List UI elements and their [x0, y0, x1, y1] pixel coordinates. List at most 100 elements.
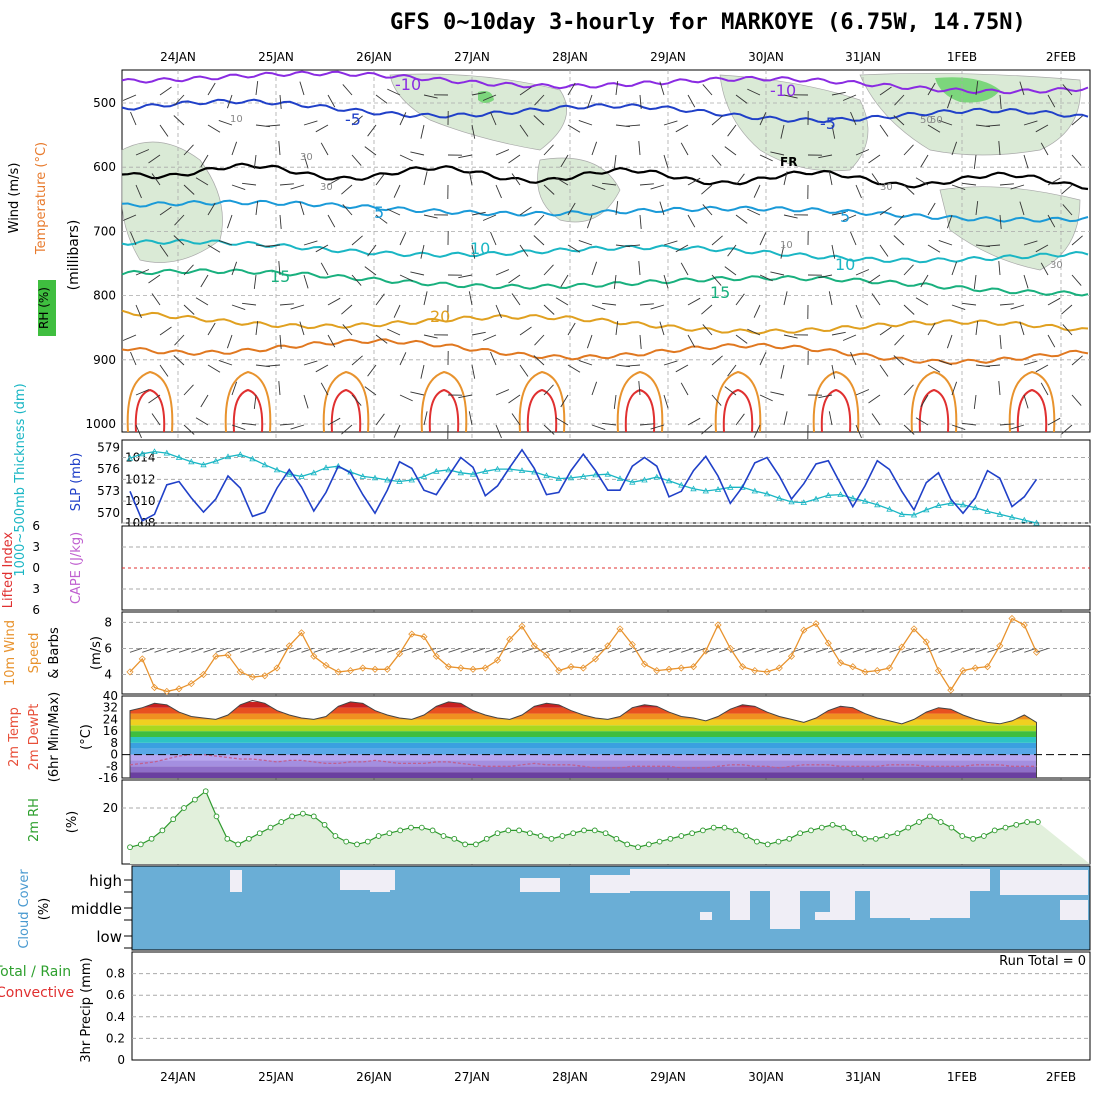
wind-barb [423, 171, 428, 186]
wind-barb [471, 211, 486, 216]
boundary-contour [616, 370, 664, 433]
wind-tick: 8 [104, 615, 112, 629]
wind-barb [327, 94, 336, 108]
precip-tick: 0.8 [106, 967, 125, 981]
wind10m-barb [742, 647, 755, 653]
wind-barb [508, 274, 521, 284]
wind-barb [613, 394, 617, 409]
wind-barb [327, 417, 341, 426]
rh-point [267, 824, 274, 831]
rh-point [429, 827, 436, 834]
wind-barb [927, 202, 936, 216]
wind-barb [567, 322, 576, 336]
wind-barb [831, 364, 836, 379]
wind10m-barb [154, 647, 167, 653]
wind-barb [242, 422, 257, 426]
wind-barb [639, 423, 654, 426]
wind-barb [159, 326, 172, 336]
wind-barb [894, 94, 905, 106]
wind-barb [946, 94, 953, 109]
wind-barb [560, 274, 569, 288]
wind-barb [231, 261, 238, 276]
wind-barb [1023, 120, 1038, 126]
wind-barb [290, 424, 305, 430]
wind10m-barb [301, 647, 314, 653]
wind-barb [894, 214, 905, 226]
ylabel-2m-temp: 2m Temp [7, 707, 22, 767]
cloud-clear [815, 912, 835, 920]
wind-barb [1010, 184, 1025, 190]
rh-point [981, 833, 987, 839]
wind-barb [200, 274, 209, 288]
rh-point [851, 830, 858, 837]
wind-barb [879, 364, 889, 377]
wind-barb [938, 119, 953, 126]
wind10m-barb [142, 647, 155, 653]
wind-barb [255, 201, 259, 216]
wind-barb [543, 144, 554, 156]
rh-point [894, 830, 901, 837]
precip-tick: 0 [117, 1053, 125, 1067]
wind-barb [828, 291, 833, 306]
wind-barb [279, 214, 282, 229]
temp-tick: 16 [103, 724, 118, 738]
temp-tick: 8 [110, 736, 118, 750]
wind-tick: 6 [104, 641, 112, 655]
ylabel-millibars: (millibars) [66, 220, 82, 291]
wind-barb [871, 413, 881, 426]
rh-point [732, 827, 739, 834]
wind-barb [927, 82, 936, 96]
rh-point [397, 827, 404, 834]
wind-barb [783, 214, 798, 219]
wind-barb [999, 423, 1014, 426]
wind-barb [1047, 297, 1061, 306]
wind10m-barb [411, 647, 424, 653]
wind-barb [831, 124, 836, 139]
wind10m-barb [423, 647, 437, 653]
wind-barb [687, 417, 701, 426]
wind-barb [555, 297, 569, 306]
wind-barb [534, 214, 545, 226]
wind-barb [231, 184, 246, 191]
wind-barb [711, 355, 723, 366]
date-label-bottom: 25JAN [258, 1070, 294, 1084]
wind-barb [680, 142, 689, 156]
wind-barb [218, 359, 233, 366]
isotherm-label: 5 [374, 203, 384, 222]
wind-barb [375, 214, 388, 224]
wind-barb [159, 244, 169, 257]
wind-barb [615, 321, 619, 336]
ylabel-thickness: 1000~500mb Thickness (dm) [13, 383, 28, 576]
wind-barb [200, 154, 209, 168]
wind10m-barb [815, 647, 829, 653]
boundary-contour [420, 370, 468, 433]
rh-point [613, 835, 620, 842]
wind-barb [231, 381, 238, 396]
slp-series-line [129, 448, 1038, 522]
ylabel-wind: Wind (m/s) [7, 163, 22, 234]
wind-barb [879, 86, 892, 96]
wind-barb [855, 184, 862, 199]
date-label-bottom: 29JAN [650, 1070, 686, 1084]
wind10m-barb [227, 647, 241, 653]
wind10m-barb [252, 647, 265, 653]
wind-barb [173, 235, 185, 246]
li-tick: 3 [32, 582, 40, 596]
rh-point [818, 824, 825, 831]
wind-barb [387, 88, 401, 96]
wind-barb [951, 261, 958, 276]
ylabel-rh-units: (%) [65, 811, 80, 834]
wind-barb [279, 94, 282, 109]
rh-point [786, 835, 793, 842]
wind-barb [1019, 81, 1025, 96]
wind-barb [351, 115, 363, 126]
wind-tick: 4 [104, 667, 112, 681]
wind-barb [342, 324, 353, 336]
wind-barb [468, 291, 473, 306]
wind-barb [1047, 334, 1056, 348]
wind-barb [578, 119, 593, 126]
wind-barb [375, 173, 385, 186]
cloud-clear [730, 890, 750, 920]
wind-barb [850, 111, 857, 126]
rh-point [948, 824, 955, 831]
